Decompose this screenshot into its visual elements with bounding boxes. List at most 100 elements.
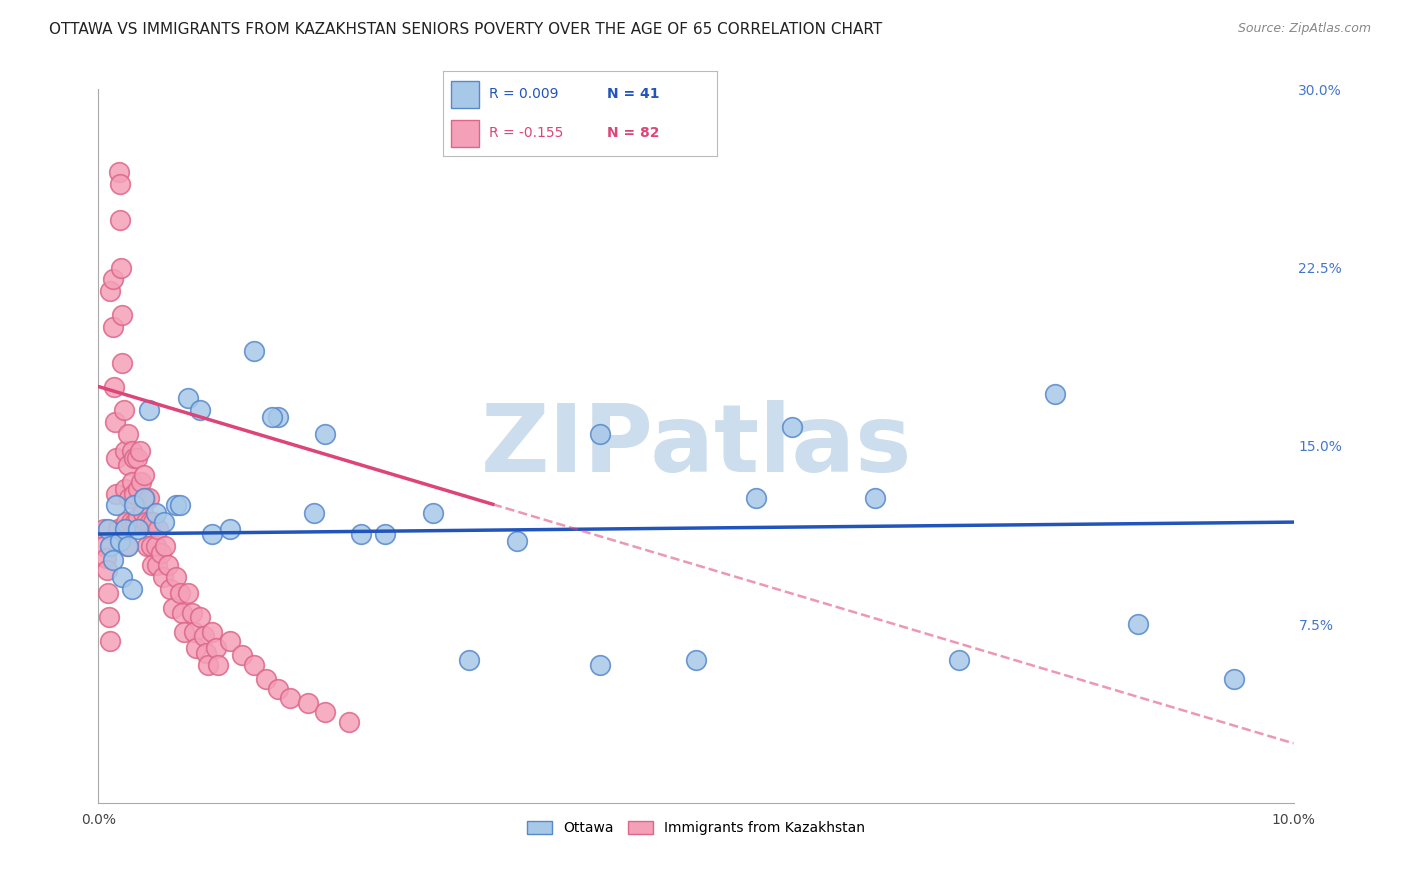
Point — [201, 624, 224, 639]
Point — [101, 320, 124, 334]
Point — [115, 539, 138, 553]
Point — [124, 486, 146, 500]
Point — [124, 499, 146, 513]
Point — [98, 539, 122, 553]
Point — [132, 491, 155, 506]
Point — [114, 522, 136, 536]
Point — [188, 610, 211, 624]
Point — [98, 285, 122, 299]
Point — [101, 553, 124, 567]
Point — [243, 657, 266, 672]
Point — [124, 515, 146, 529]
Point — [145, 539, 167, 553]
Point — [105, 499, 128, 513]
Point — [374, 527, 396, 541]
Point — [98, 634, 122, 648]
Point — [267, 681, 290, 696]
Point — [219, 522, 242, 536]
Point — [135, 515, 157, 529]
Point — [127, 482, 149, 496]
Point — [260, 410, 283, 425]
Point — [98, 610, 121, 624]
Point — [127, 510, 149, 524]
Point — [180, 606, 202, 620]
Point — [153, 515, 176, 529]
Point — [204, 641, 226, 656]
Point — [193, 629, 215, 643]
Point — [177, 586, 200, 600]
Point — [129, 443, 152, 458]
Point — [1223, 672, 1246, 686]
Point — [155, 539, 177, 553]
Point — [120, 515, 142, 529]
Point — [105, 486, 128, 500]
Point — [350, 527, 373, 541]
Point — [169, 499, 191, 513]
Point — [107, 522, 129, 536]
Point — [315, 706, 337, 720]
FancyBboxPatch shape — [451, 120, 478, 147]
Point — [108, 178, 131, 192]
Point — [254, 672, 277, 686]
Point — [186, 641, 208, 656]
Point — [138, 403, 160, 417]
Point — [278, 691, 301, 706]
Point — [139, 539, 162, 553]
Point — [302, 506, 325, 520]
Point — [219, 634, 242, 648]
Point — [1043, 386, 1066, 401]
Point — [114, 482, 136, 496]
Point — [165, 499, 187, 513]
Point — [97, 522, 120, 536]
Point — [108, 213, 131, 227]
Point — [114, 443, 136, 458]
Point — [121, 475, 143, 489]
Point — [93, 539, 115, 553]
Point — [156, 558, 179, 572]
Text: R = -0.155: R = -0.155 — [489, 127, 564, 140]
Point — [188, 403, 211, 417]
Point — [685, 653, 707, 667]
Point — [125, 450, 148, 465]
Point — [243, 343, 266, 358]
Point — [111, 308, 134, 322]
Point — [134, 491, 156, 506]
Point — [112, 403, 135, 417]
Point — [297, 696, 319, 710]
Point — [115, 515, 138, 529]
Point — [1128, 617, 1150, 632]
Point — [183, 624, 205, 639]
Point — [121, 443, 143, 458]
Point — [146, 558, 169, 572]
Text: Source: ZipAtlas.com: Source: ZipAtlas.com — [1237, 22, 1371, 36]
Point — [315, 427, 337, 442]
Point — [105, 450, 128, 465]
Point — [780, 420, 803, 434]
Point — [589, 657, 612, 672]
Point — [231, 648, 253, 663]
FancyBboxPatch shape — [451, 80, 478, 108]
Text: ZIPatlas: ZIPatlas — [481, 400, 911, 492]
Point — [117, 458, 139, 472]
Point — [162, 600, 184, 615]
Text: R = 0.009: R = 0.009 — [489, 87, 560, 101]
Point — [173, 624, 195, 639]
Point — [145, 506, 167, 520]
Point — [93, 522, 115, 536]
Point — [136, 539, 159, 553]
Point — [172, 606, 194, 620]
Point — [267, 410, 290, 425]
Point — [107, 165, 129, 179]
Text: N = 82: N = 82 — [607, 127, 659, 140]
Point — [177, 392, 200, 406]
Point — [111, 356, 134, 370]
Point — [139, 515, 162, 529]
Point — [131, 506, 153, 520]
Point — [94, 550, 117, 565]
Point — [458, 653, 481, 667]
Point — [745, 491, 768, 506]
Point — [195, 646, 218, 660]
Point — [124, 450, 146, 465]
Point — [132, 467, 155, 482]
Point — [111, 570, 134, 584]
